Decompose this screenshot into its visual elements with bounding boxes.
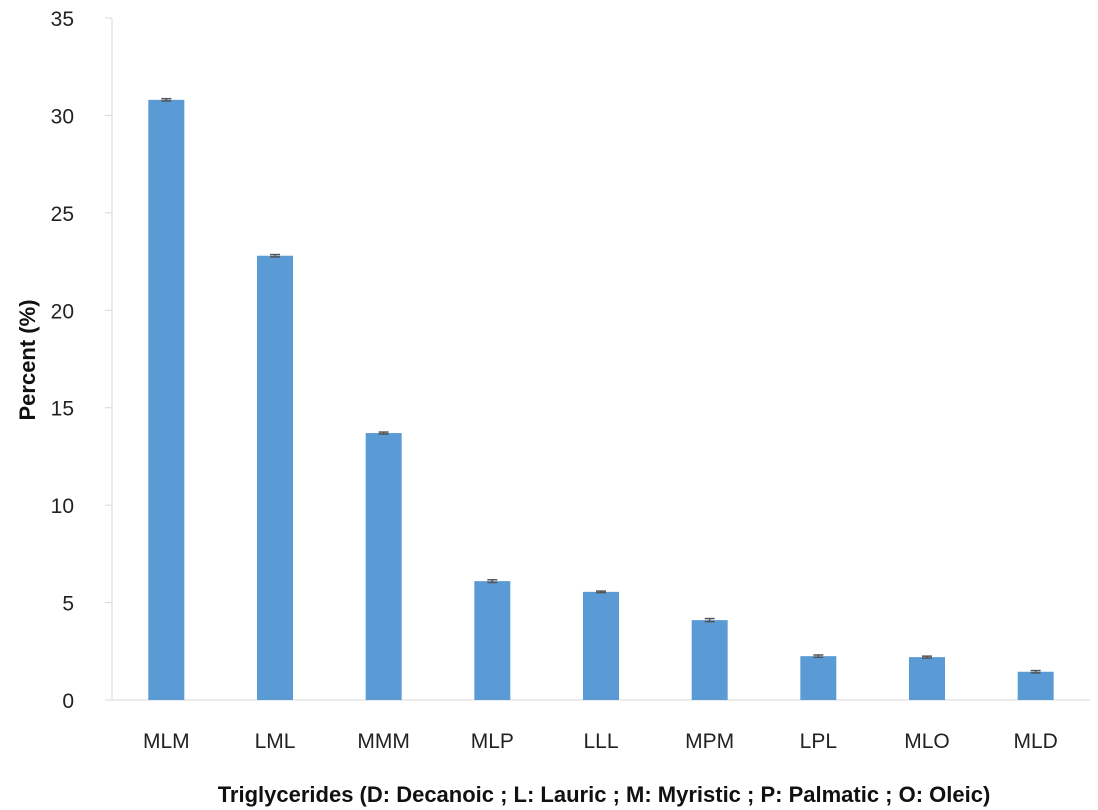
- error-bar-mld: [1030, 669, 1041, 674]
- bar-mlo: [909, 657, 945, 700]
- bar-mld: [1017, 671, 1054, 700]
- error-bar-lll: [596, 590, 606, 594]
- error-bar-lml: [270, 253, 280, 258]
- x-tick-label: LLL: [583, 730, 618, 753]
- y-tick-label: 30: [51, 105, 74, 128]
- y-tick-label: 5: [62, 593, 74, 616]
- x-tick-label: LPL: [800, 730, 837, 753]
- y-tick-label: 20: [51, 300, 74, 323]
- y-axis-ticks: 0 5 10 15 20 25 30 35: [51, 8, 112, 713]
- error-bar-mmm: [378, 431, 389, 435]
- bar-series: [148, 97, 1054, 701]
- x-tick-label: MLP: [471, 730, 514, 753]
- error-bar-lpl: [813, 654, 824, 659]
- error-bar-mlm: [161, 97, 172, 102]
- bar-lll: [583, 591, 619, 700]
- y-tick-label: 10: [51, 495, 74, 518]
- bar-lpl: [800, 656, 837, 700]
- x-axis-title: Triglycerides (D: Decanoic ; L: Lauric ;…: [218, 782, 991, 807]
- bar-lml: [257, 255, 293, 700]
- y-tick-label: 0: [62, 690, 74, 713]
- x-tick-label: MLM: [143, 730, 190, 753]
- y-tick-label: 35: [51, 8, 74, 31]
- x-tick-label: MLD: [1013, 730, 1057, 753]
- error-bar-mpm: [704, 617, 715, 623]
- error-bar-mlp: [487, 579, 498, 584]
- error-bar-mlo: [922, 655, 932, 659]
- bar-mmm: [365, 433, 402, 700]
- x-tick-label: MMM: [357, 730, 409, 753]
- x-axis-ticks: MLM LML MMM MLP LLL MPM LPL MLO MLD: [143, 730, 1058, 753]
- bar-mlm: [148, 99, 185, 701]
- x-tick-label: LML: [255, 730, 296, 753]
- y-axis-title: Percent (%): [15, 299, 40, 420]
- bar-mlp: [474, 581, 511, 700]
- y-tick-label: 25: [51, 203, 74, 226]
- y-tick-label: 15: [51, 398, 74, 421]
- x-tick-label: MPM: [685, 730, 734, 753]
- bar-mpm: [691, 620, 728, 700]
- x-tick-label: MLO: [904, 730, 950, 753]
